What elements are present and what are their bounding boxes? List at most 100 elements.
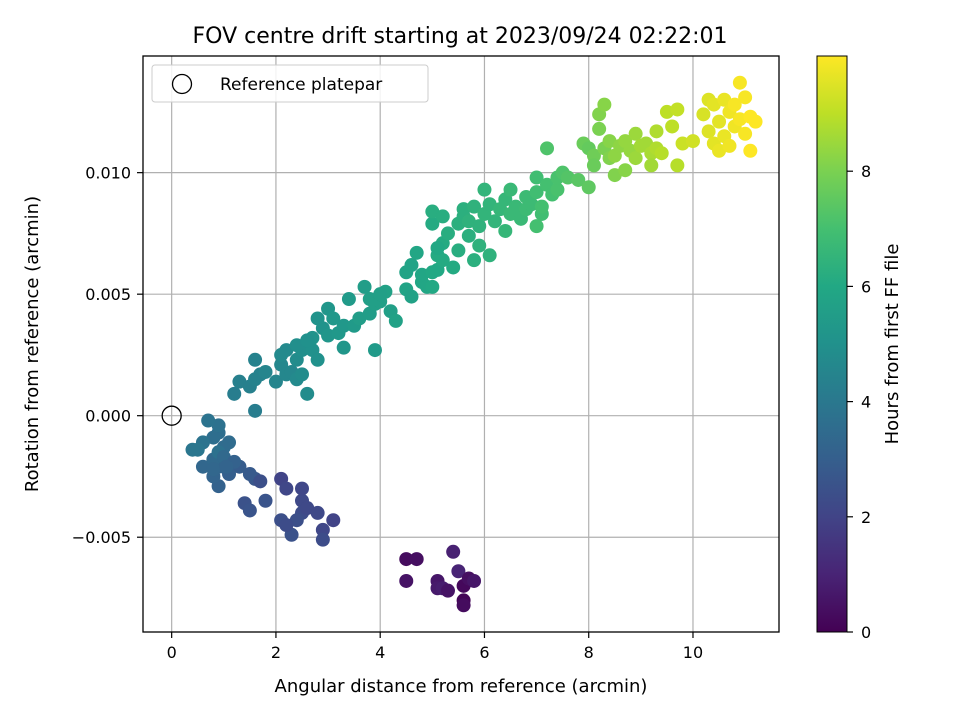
scatter-point (451, 564, 466, 579)
scatter-point (592, 121, 607, 136)
scatter-point (310, 505, 325, 520)
y-tick-label: 0.000 (85, 407, 131, 426)
scatter-point (326, 311, 341, 326)
scatter-point (258, 493, 273, 508)
scatter-point (399, 552, 414, 567)
scatter-point (712, 114, 727, 129)
scatter-point (503, 182, 518, 197)
scatter-point (748, 114, 763, 129)
scatter-point (508, 199, 523, 214)
scatter-point (665, 119, 680, 134)
scatter-point (467, 573, 482, 588)
scatter-point (258, 364, 273, 379)
scatter-point (295, 367, 309, 382)
x-axis-ticks: 0 2 4 6 8 10 (167, 632, 703, 662)
scatter-point (289, 338, 304, 353)
scatter-point (654, 146, 669, 161)
scatter-point (201, 413, 216, 428)
scatter-point (279, 343, 294, 358)
scatter-point (727, 97, 742, 112)
scatter-point (440, 226, 455, 241)
scatter-point (242, 503, 257, 518)
scatter-point (300, 386, 315, 401)
scatter-point (295, 481, 309, 496)
scatter-point (242, 467, 257, 482)
scatter-point (477, 182, 492, 197)
scatter-point (279, 518, 294, 533)
scatter-point (425, 216, 440, 231)
scatter-point (467, 253, 482, 268)
scatter-point (315, 522, 330, 537)
scatter-point (409, 245, 424, 260)
scatter-point (206, 462, 221, 477)
y-tick-label: 0.010 (85, 164, 131, 183)
scatter-point (670, 102, 685, 117)
y-axis-ticks: −0.005 0.000 0.005 0.010 (72, 164, 143, 547)
scatter-point (388, 313, 403, 328)
scatter-point (534, 199, 549, 214)
colorbar-ticks: 0 2 4 6 8 (847, 162, 871, 642)
scatter-point (732, 75, 747, 90)
colorbar-label: Hours from first FF file (882, 244, 903, 445)
x-tick-label: 2 (271, 643, 281, 662)
scatter-point (586, 148, 601, 163)
colorbar-tick-label: 8 (861, 162, 871, 181)
scatter-point (717, 92, 732, 107)
reference-marker-layer (161, 405, 182, 426)
colorbar-tick-label: 0 (861, 623, 871, 642)
scatter-point (571, 172, 586, 187)
scatter-point (628, 151, 643, 166)
scatter-point (482, 248, 497, 263)
scatter-point (597, 97, 612, 112)
scatter-point (649, 124, 664, 139)
scatter-point (550, 182, 565, 197)
scatter-point (685, 134, 700, 149)
scatter-point (706, 97, 721, 112)
colorbar (816, 55, 848, 633)
plot-frame (142, 55, 780, 633)
scatter-point (732, 112, 747, 127)
scatter-point (310, 352, 325, 367)
x-tick-label: 6 (479, 643, 489, 662)
scatter-point (367, 343, 382, 358)
scatter-point (404, 289, 419, 304)
scatter-point (472, 219, 487, 234)
scatter-point (310, 311, 325, 326)
scatter-point (435, 253, 450, 268)
scatter-point (315, 532, 330, 547)
scatter-points (185, 75, 763, 613)
scatter-point (253, 474, 268, 489)
scatter-point (472, 238, 487, 253)
scatter-point (300, 501, 315, 516)
scatter-point (440, 583, 455, 598)
scatter-point (456, 598, 471, 613)
scatter-point (586, 158, 601, 173)
scatter-point (425, 204, 440, 219)
scatter-point (628, 126, 643, 141)
scatter-point (248, 352, 263, 367)
legend: Reference platepar (151, 64, 429, 103)
colorbar-tick-label: 6 (861, 277, 871, 296)
scatter-point (607, 168, 622, 183)
scatter-point (414, 267, 429, 282)
scatter-point (206, 430, 221, 445)
scatter-point (279, 481, 294, 496)
scatter-point (326, 513, 341, 528)
scatter-point (529, 185, 544, 200)
scatter-point (336, 318, 351, 333)
scatter-point (670, 158, 685, 173)
scatter-point (341, 292, 356, 307)
scatter-point (435, 209, 450, 224)
x-tick-label: 8 (584, 643, 594, 662)
scatter-point (446, 544, 461, 559)
scatter-point (602, 134, 617, 149)
scatter-point (227, 386, 242, 401)
y-tick-label: 0.005 (85, 285, 131, 304)
legend-box (151, 64, 429, 103)
scatter-point (446, 260, 461, 275)
scatter-point (399, 573, 414, 588)
scatter-point (743, 143, 758, 158)
y-tick-label: −0.005 (72, 528, 131, 547)
colorbar-tick-label: 4 (861, 393, 871, 412)
scatter-point (185, 442, 200, 457)
